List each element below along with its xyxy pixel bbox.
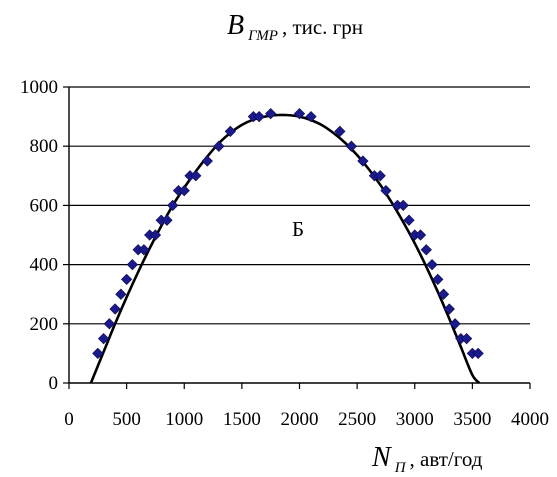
y-tick-label: 800 <box>30 136 59 157</box>
data-point <box>420 244 432 256</box>
y-axis-title-var: B <box>227 10 244 41</box>
data-point <box>92 347 104 360</box>
x-tick-label: 500 <box>112 409 141 430</box>
data-point <box>443 303 455 315</box>
data-point <box>305 110 317 123</box>
data-point <box>253 110 265 123</box>
data-point <box>115 288 127 300</box>
tick-labels: 0 200 400 600 800 1000 0 500 1000 1500 2000 2500 300… <box>20 77 549 430</box>
data-point <box>472 347 484 360</box>
data-point <box>126 258 139 271</box>
data-point <box>103 318 115 330</box>
data-point <box>414 229 427 241</box>
data-point <box>109 303 121 315</box>
y-tick-label: 1000 <box>20 77 58 98</box>
data-point <box>449 318 461 330</box>
data-point <box>426 258 438 271</box>
x-axis-title: N П , авт/год <box>371 442 483 476</box>
x-axis-title-rest: , авт/год <box>410 447 483 471</box>
data-point <box>397 199 409 212</box>
data-point <box>178 184 190 197</box>
x-tick-label: 1000 <box>165 409 203 430</box>
data-point <box>167 199 179 212</box>
data-point <box>138 244 150 256</box>
data-point <box>161 214 173 226</box>
data-point <box>201 155 213 167</box>
data-point <box>357 155 369 167</box>
x-tick-label: 1500 <box>223 409 261 430</box>
x-tick-label: 3500 <box>453 409 491 430</box>
data-points <box>92 108 484 360</box>
data-point <box>460 332 473 345</box>
data-point <box>190 170 202 182</box>
y-tick-label: 0 <box>49 373 59 394</box>
data-point <box>265 108 277 120</box>
axes <box>63 86 531 389</box>
fitted-curve <box>89 113 481 384</box>
data-point <box>345 140 357 152</box>
data-point <box>437 288 450 300</box>
data-point <box>149 229 162 241</box>
data-point <box>224 125 236 138</box>
gridlines <box>69 86 530 325</box>
data-point <box>120 273 133 286</box>
y-tick-label: 200 <box>30 314 59 335</box>
y-axis-title-rest: , тис. грн <box>282 15 363 39</box>
y-axis-title: B ГМР , тис. грн <box>227 10 363 44</box>
data-point <box>213 140 225 152</box>
data-point <box>293 108 306 120</box>
data-point <box>432 273 444 286</box>
data-point <box>97 332 110 345</box>
y-tick-label: 400 <box>30 255 59 276</box>
x-tick-label: 2500 <box>338 409 376 430</box>
curve-annotation: Б <box>292 217 304 241</box>
x-tick-label: 3000 <box>396 409 434 430</box>
data-point <box>374 170 386 182</box>
data-point <box>380 184 392 197</box>
data-point <box>334 125 346 138</box>
x-tick-label: 2000 <box>281 409 319 430</box>
x-tick-label: 0 <box>64 409 74 430</box>
data-point <box>403 214 415 226</box>
fitted-curve-layer <box>89 113 481 384</box>
x-axis-title-sub: П <box>394 460 407 476</box>
y-axis-title-sub: ГМР <box>247 28 278 44</box>
y-tick-label: 600 <box>30 195 59 216</box>
x-tick-label: 4000 <box>511 409 549 430</box>
x-axis-title-var: N <box>371 442 392 473</box>
